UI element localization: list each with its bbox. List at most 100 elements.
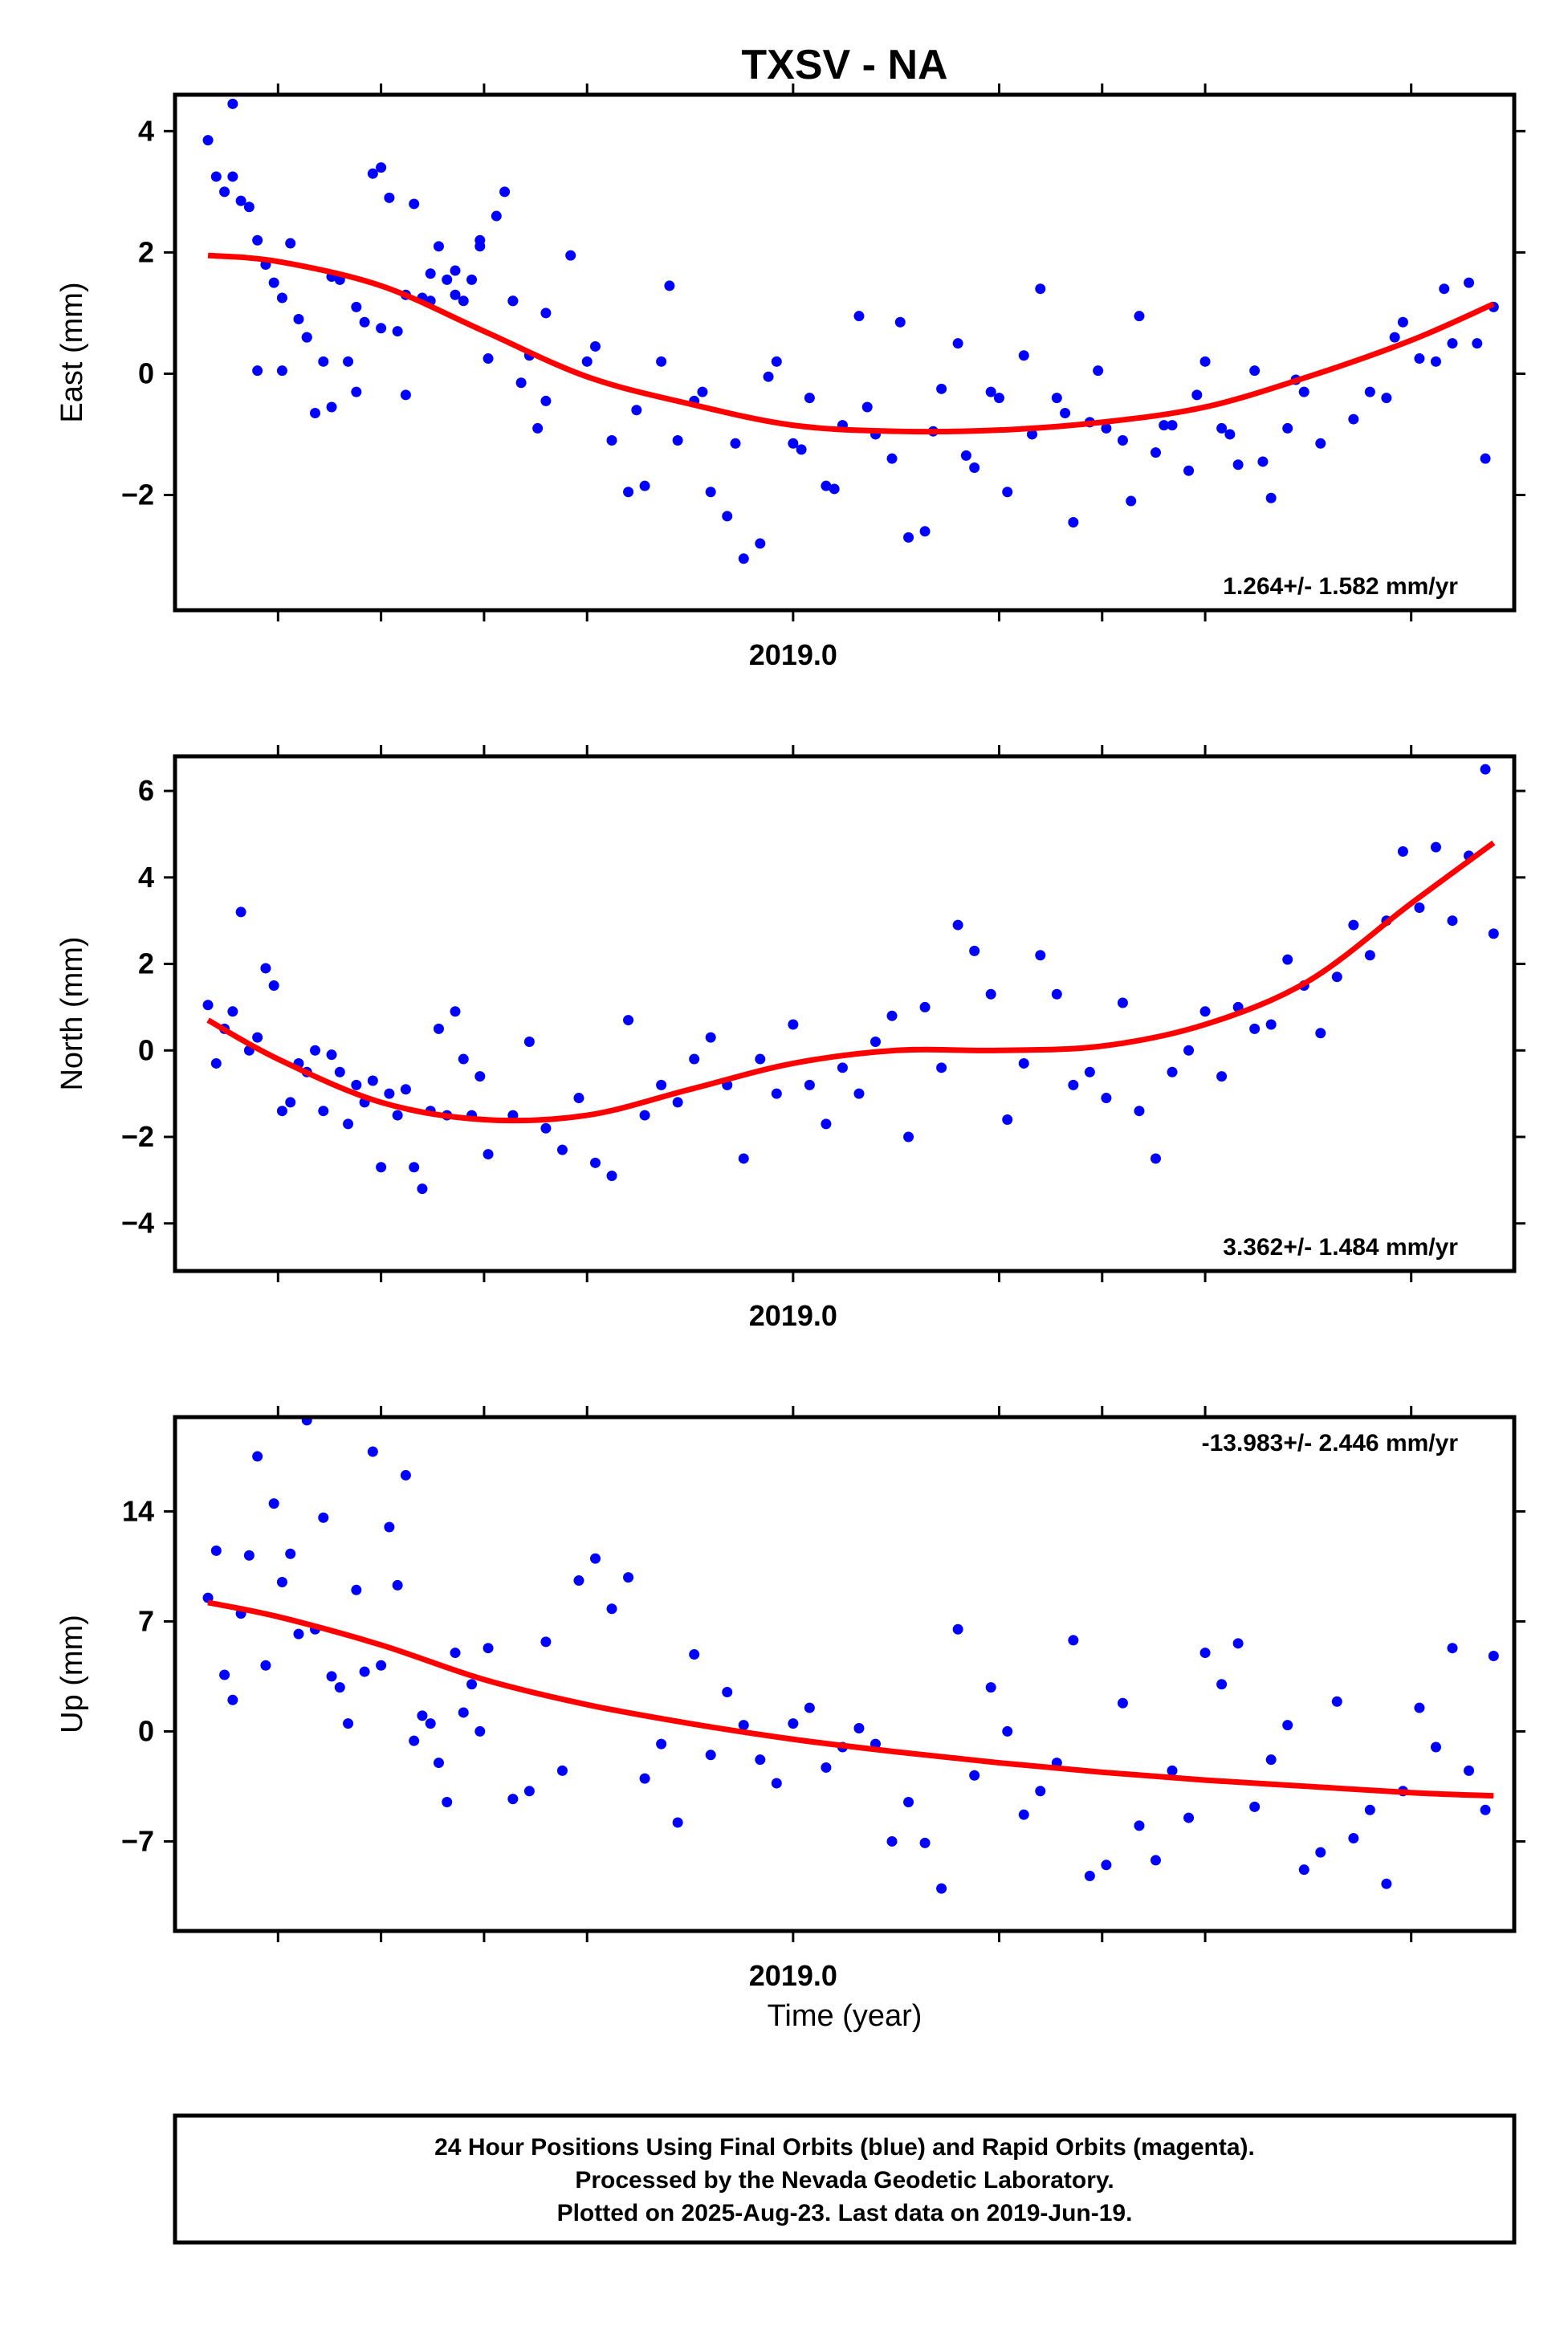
up-point-18 — [351, 1584, 362, 1595]
east-point-116 — [796, 444, 807, 455]
east-point-83 — [1249, 365, 1261, 377]
north-point-89 — [1397, 846, 1408, 857]
east-point-1 — [210, 171, 222, 182]
up-point-80 — [1249, 1801, 1261, 1812]
up-xtick-label-0: 2019.0 — [749, 1959, 837, 1992]
up-point-24 — [400, 1469, 411, 1481]
north-fit-curve — [206, 840, 1496, 1124]
up-point-1 — [210, 1545, 222, 1556]
up-point-58 — [886, 1835, 898, 1847]
up-point-90 — [1414, 1702, 1425, 1713]
north-point-21 — [376, 1162, 387, 1173]
up-point-79 — [1232, 1638, 1244, 1649]
up-point-40 — [589, 1553, 601, 1564]
up-point-28 — [433, 1758, 444, 1769]
north-point-39 — [573, 1093, 584, 1104]
north-point-14 — [318, 1106, 329, 1117]
north-point-85 — [1331, 972, 1342, 983]
east-point-89 — [1381, 393, 1392, 404]
up-point-67 — [1035, 1786, 1046, 1797]
up-point-64 — [985, 1682, 996, 1693]
north-point-36 — [523, 1037, 535, 1048]
east-point-93 — [1447, 338, 1458, 349]
up-rate-label: -13.983+/- 2.446 mm/yr — [1202, 1430, 1459, 1456]
east-point-47 — [656, 356, 667, 367]
up-point-2 — [219, 1669, 230, 1680]
up-points — [202, 1417, 1499, 1894]
east-point-30 — [450, 265, 461, 276]
north-point-76 — [1183, 1045, 1195, 1056]
north-point-22 — [384, 1088, 395, 1099]
east-point-101 — [326, 401, 337, 413]
east-point-106 — [450, 289, 461, 300]
east-point-94 — [1464, 277, 1475, 288]
north-point-47 — [705, 1032, 716, 1043]
north-point-7 — [260, 963, 271, 974]
footer-line-3: Plotted on 2025-Aug-23. Last data on 201… — [557, 2200, 1133, 2226]
east-point-65 — [952, 338, 963, 349]
east-point-75 — [1117, 435, 1128, 446]
north-point-86 — [1348, 919, 1359, 931]
north-point-46 — [689, 1053, 700, 1065]
up-point-27 — [425, 1718, 436, 1729]
north-ytick-label-2: 2 — [138, 947, 154, 980]
east-point-90 — [1397, 316, 1408, 328]
east-point-111 — [631, 405, 642, 416]
north-point-56 — [853, 1088, 865, 1099]
east-point-54 — [771, 356, 782, 367]
north-point-43 — [639, 1110, 650, 1121]
chart-title: TXSV - NA — [741, 42, 947, 88]
up-point-88 — [1381, 1878, 1392, 1889]
east-point-69 — [1018, 350, 1029, 361]
up-point-41 — [606, 1603, 617, 1615]
up-point-82 — [1282, 1720, 1293, 1731]
east-point-68 — [1002, 487, 1013, 498]
north-y-axis-label: North (mm) — [55, 936, 89, 1090]
east-point-48 — [672, 435, 683, 446]
panel-up: 14 7 0 −7 2019.0 Up (mm) -13.983+/- 2.446 mm/y… — [55, 1406, 1525, 1992]
east-ytick-label-0: 4 — [138, 114, 154, 147]
up-point-52 — [788, 1718, 799, 1729]
east-point-77 — [1150, 447, 1161, 458]
up-point-95 — [1488, 1650, 1499, 1661]
east-point-36 — [499, 186, 511, 198]
east-point-99 — [276, 292, 287, 303]
up-point-8 — [268, 1498, 279, 1509]
north-point-65 — [1002, 1114, 1013, 1125]
east-point-17 — [343, 356, 354, 367]
up-point-35 — [507, 1794, 519, 1805]
north-point-51 — [771, 1088, 782, 1099]
north-point-9 — [276, 1106, 287, 1117]
east-point-0 — [202, 135, 214, 146]
east-point-31 — [458, 295, 469, 307]
east-point-40 — [532, 422, 544, 434]
footer-line-2: Processed by the Nevada Geodetic Laborat… — [575, 2167, 1114, 2194]
up-point-56 — [853, 1723, 865, 1734]
east-point-74 — [1101, 422, 1112, 434]
north-ytick-label-4: −2 — [121, 1120, 154, 1153]
north-point-59 — [903, 1131, 914, 1143]
up-point-92 — [1447, 1643, 1458, 1654]
east-point-122 — [993, 393, 1004, 404]
east-point-41 — [540, 308, 552, 319]
north-point-38 — [556, 1144, 568, 1155]
north-point-41 — [606, 1170, 617, 1181]
up-point-38 — [556, 1765, 568, 1776]
east-point-113 — [697, 386, 708, 397]
east-point-42 — [565, 250, 576, 261]
north-point-53 — [804, 1079, 815, 1090]
up-point-20 — [367, 1446, 378, 1457]
up-point-45 — [672, 1817, 683, 1828]
east-ytick-label-2: 0 — [138, 356, 154, 389]
up-point-43 — [639, 1773, 650, 1784]
north-point-55 — [837, 1062, 848, 1073]
north-point-0 — [202, 1000, 214, 1011]
up-point-75 — [1167, 1765, 1178, 1776]
north-point-72 — [1117, 997, 1128, 1008]
east-point-125 — [1093, 365, 1104, 377]
up-point-10 — [285, 1548, 296, 1559]
north-point-40 — [589, 1157, 601, 1168]
north-point-52 — [788, 1019, 799, 1030]
footer-frame — [173, 2113, 1517, 2245]
north-point-92 — [1447, 915, 1458, 927]
